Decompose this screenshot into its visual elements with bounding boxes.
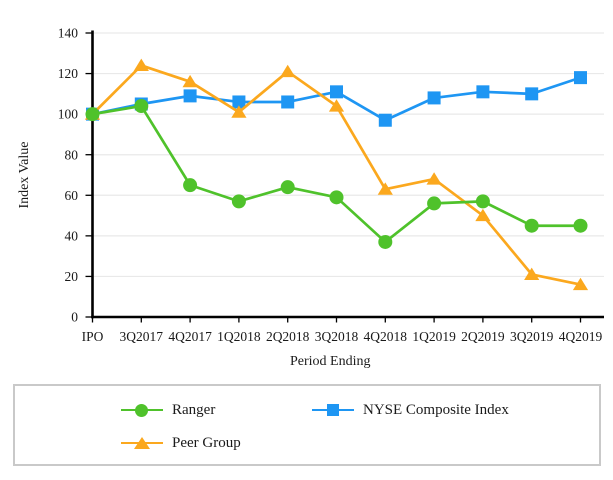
marker-peer-group: [524, 267, 540, 280]
marker-peer-group: [572, 277, 589, 291]
marker-ranger: [183, 178, 198, 193]
legend-label-peer-group: Peer Group: [172, 435, 241, 451]
legend-item-nyse-composite-index: NYSE Composite Index: [312, 402, 509, 418]
performance-line-chart: 0 20 40 60 80 100 120 140 IPO 3Q2017 4Q2017 1Q2018 2…: [17, 26, 604, 369]
marker-nyse-composite-index: [378, 113, 392, 127]
marker-peer-group: [475, 208, 491, 222]
legend-box: Ranger NYSE Composite Index Peer Group: [13, 384, 601, 466]
peer-group-triangle-icon: [134, 436, 150, 449]
y-tick-label: 0: [71, 310, 78, 325]
ranger-legend-marker: [121, 402, 163, 418]
x-tick-label: 4Q2018: [364, 329, 408, 344]
y-tick-label: 20: [65, 269, 79, 284]
marker-nyse-composite-index: [476, 85, 490, 99]
marker-nyse-composite-index: [525, 87, 539, 101]
legend-label-nyse-composite-index: NYSE Composite Index: [363, 402, 509, 418]
x-tick-label: 3Q2017: [120, 329, 164, 344]
marker-ranger: [427, 196, 442, 211]
marker-peer-group: [133, 58, 149, 72]
nyse-square-icon: [327, 404, 339, 416]
marker-peer-group: [426, 172, 442, 185]
y-tick-label: 120: [58, 66, 79, 81]
marker-peer-group: [182, 74, 198, 88]
marker-ranger: [524, 218, 539, 233]
x-axis-title: Period Ending: [290, 354, 371, 369]
y-axis-title: Index Value: [17, 142, 32, 209]
ranger-circle-icon: [135, 403, 148, 417]
nyse-legend-marker: [312, 402, 354, 418]
marker-nyse-composite-index: [281, 95, 295, 109]
marker-peer-group: [280, 64, 296, 78]
marker-ranger: [231, 194, 246, 209]
x-tick-label: 2Q2019: [461, 329, 505, 344]
x-tick-label: 3Q2019: [510, 329, 554, 344]
marker-ranger: [85, 107, 100, 122]
marker-nyse-composite-index: [183, 89, 197, 103]
marker-ranger: [378, 234, 393, 249]
x-tick-label: 1Q2018: [217, 329, 261, 344]
y-tick-label: 60: [65, 188, 79, 203]
marker-ranger: [475, 194, 490, 209]
legend-item-ranger: Ranger: [121, 402, 215, 418]
marker-peer-group: [231, 105, 247, 118]
marker-nyse-composite-index: [330, 85, 343, 99]
marker-peer-group: [328, 99, 345, 112]
x-tick-label: 4Q2019: [559, 329, 603, 344]
peer-group-legend-marker: [121, 435, 163, 451]
y-tick-label: 100: [58, 107, 79, 122]
marker-peer-group: [377, 182, 393, 195]
legend-item-peer-group: Peer Group: [121, 435, 241, 451]
x-tick-label: IPO: [82, 329, 104, 344]
marker-nyse-composite-index: [574, 71, 587, 85]
y-tick-label: 140: [58, 26, 79, 41]
x-tick-label: 1Q2019: [412, 329, 456, 344]
x-tick-label: 3Q2018: [315, 329, 359, 344]
marker-ranger: [280, 180, 295, 195]
marker-nyse-composite-index: [232, 95, 246, 109]
legend-label-ranger: Ranger: [172, 402, 216, 418]
y-tick-label: 80: [65, 147, 79, 162]
series-line-ranger: [91, 104, 582, 244]
marker-ranger: [134, 99, 149, 114]
x-tick-label: 4Q2017: [168, 329, 212, 344]
y-tick-label: 40: [65, 228, 79, 243]
x-tick-label: 2Q2018: [266, 329, 310, 344]
marker-ranger: [329, 190, 344, 205]
marker-nyse-composite-index: [427, 91, 441, 105]
marker-ranger: [573, 218, 588, 233]
